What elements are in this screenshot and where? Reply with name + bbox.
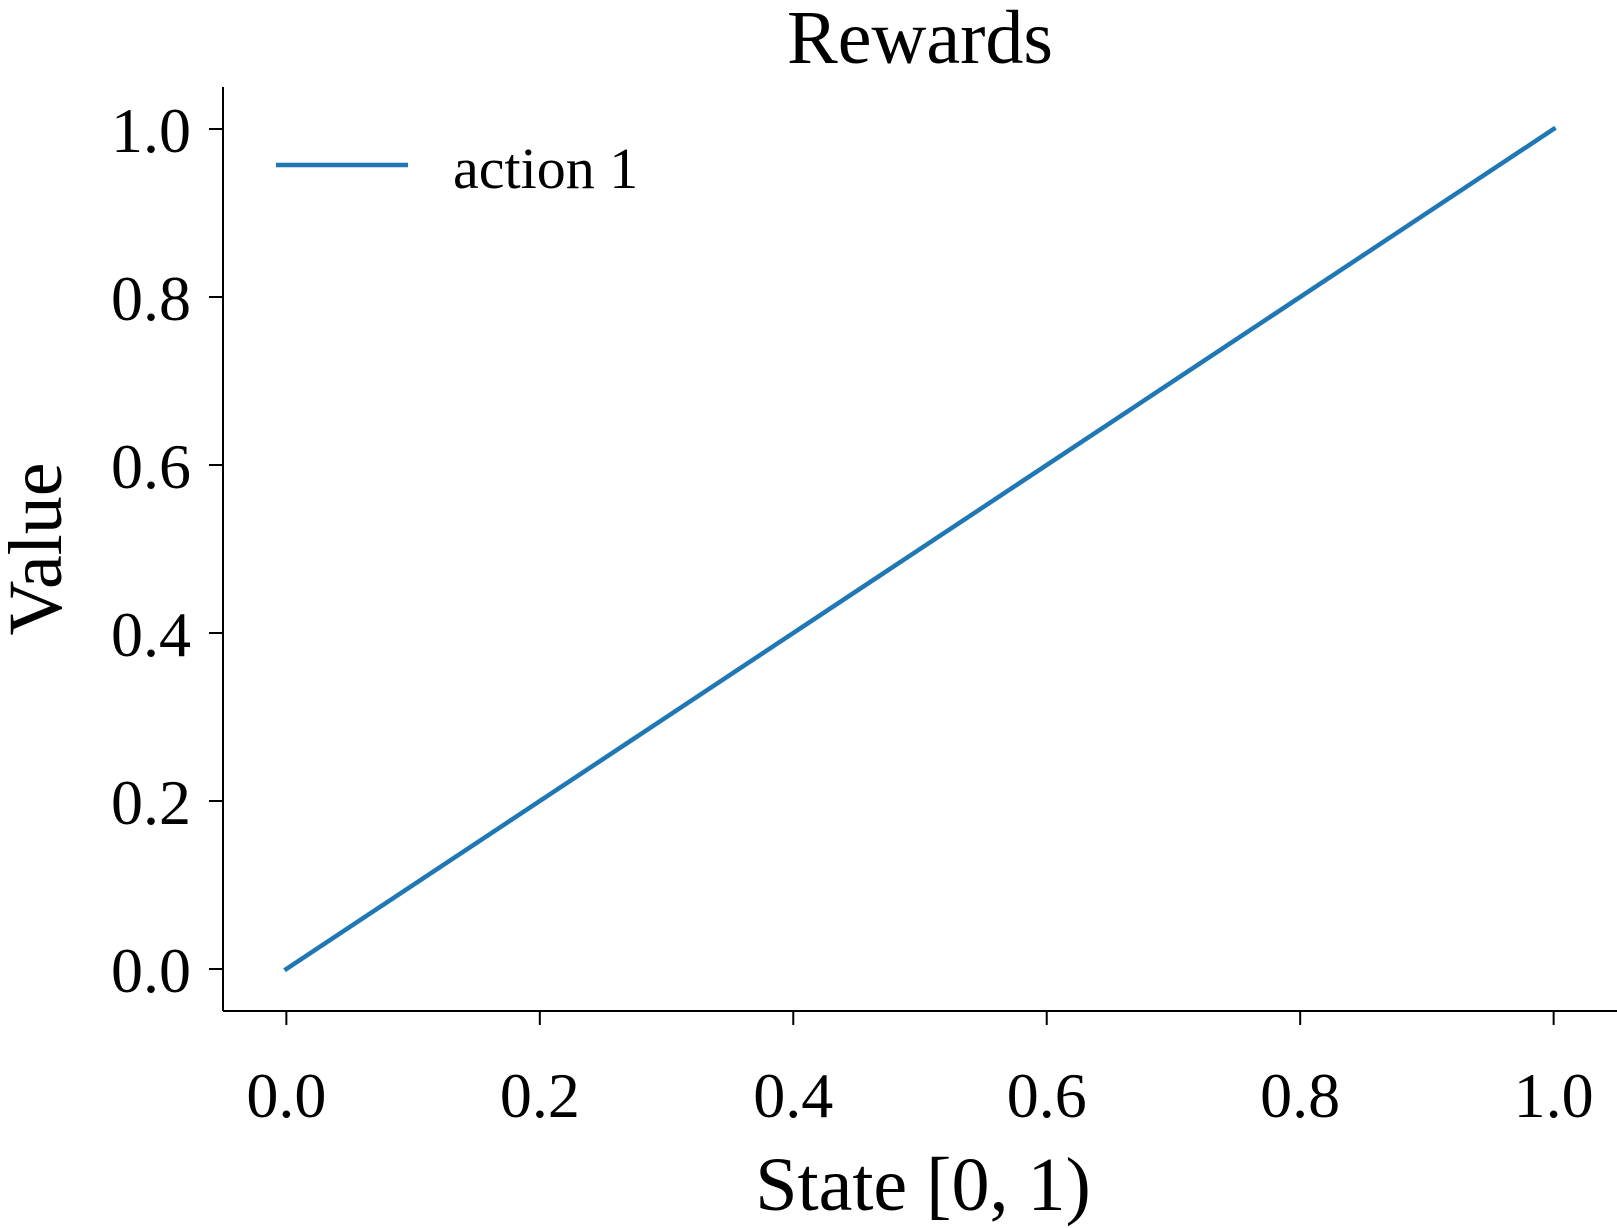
y-tick-label: 0.2 bbox=[111, 767, 191, 838]
x-tick-label: 0.4 bbox=[753, 1060, 833, 1131]
x-tick-label: 0.0 bbox=[246, 1060, 326, 1131]
y-tick-label: 0.0 bbox=[111, 935, 191, 1006]
legend: action 1 bbox=[276, 136, 638, 201]
x-tick-label: 0.2 bbox=[500, 1060, 580, 1131]
x-axis-ticks: 0.0 0.2 0.4 0.6 0.8 1.0 bbox=[246, 1011, 1594, 1131]
x-axis-label: State [0, 1) bbox=[755, 1143, 1091, 1227]
y-axis-label: Value bbox=[0, 462, 78, 635]
y-axis-ticks: 0.0 0.2 0.4 0.6 0.8 1.0 bbox=[111, 95, 223, 1006]
x-tick-label: 0.8 bbox=[1260, 1060, 1340, 1131]
y-tick-label: 0.4 bbox=[111, 599, 191, 670]
axes bbox=[222, 87, 1617, 1012]
y-tick-label: 0.6 bbox=[111, 431, 191, 502]
series-line-action-1 bbox=[283, 125, 1557, 973]
x-tick-label: 1.0 bbox=[1514, 1060, 1594, 1131]
y-tick-label: 1.0 bbox=[111, 95, 191, 166]
legend-label-action-1: action 1 bbox=[453, 136, 638, 201]
y-tick-label: 0.8 bbox=[111, 263, 191, 334]
series-layer bbox=[283, 125, 1557, 973]
chart-title: Rewards bbox=[787, 0, 1053, 80]
x-tick-label: 0.6 bbox=[1007, 1060, 1087, 1131]
